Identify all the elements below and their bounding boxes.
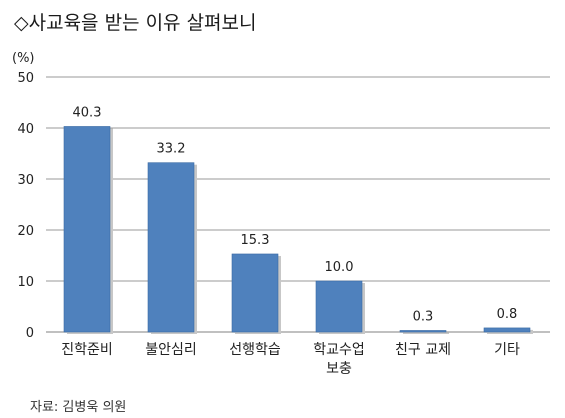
chart-title: ◇사교육을 받는 이유 살펴보니 xyxy=(14,12,257,34)
y-tick-label: 0 xyxy=(26,326,34,341)
bars xyxy=(63,126,533,334)
category-label: 불안심리 xyxy=(145,342,197,358)
category-label: 학교수업 xyxy=(313,342,365,358)
value-label: 0.8 xyxy=(497,307,518,322)
category-label: 진학준비 xyxy=(61,342,113,358)
bar xyxy=(483,327,531,333)
y-tick-label: 20 xyxy=(17,224,34,239)
y-tick-label: 10 xyxy=(17,275,34,290)
value-label: 33.2 xyxy=(157,142,186,157)
bar xyxy=(63,126,111,333)
category-label: 선행학습 xyxy=(229,342,281,358)
bar xyxy=(147,162,195,333)
bar xyxy=(315,280,363,333)
y-tick-label: 50 xyxy=(17,71,34,86)
y-tick-label: 30 xyxy=(17,173,34,188)
value-label: 10.0 xyxy=(325,260,354,275)
gridlines xyxy=(46,76,550,333)
y-axis-tick-labels: 0 10 20 30 40 50 xyxy=(17,71,34,341)
y-axis-unit-label: (%) xyxy=(12,51,35,66)
y-tick-label: 40 xyxy=(17,122,34,137)
value-label: 0.3 xyxy=(413,309,434,324)
category-label: 보충 xyxy=(326,361,352,377)
source-note: 자료: 김병욱 의원 xyxy=(30,400,127,415)
bar xyxy=(231,253,279,333)
bar xyxy=(399,330,447,333)
value-label: 40.3 xyxy=(73,105,102,120)
bar-shadow xyxy=(403,332,449,334)
category-label: 기타 xyxy=(494,342,520,358)
value-label: 15.3 xyxy=(241,233,270,248)
category-label: 친구 교제 xyxy=(395,342,451,358)
value-labels: 40.3 33.2 15.3 10.0 0.3 0.8 xyxy=(73,105,518,324)
